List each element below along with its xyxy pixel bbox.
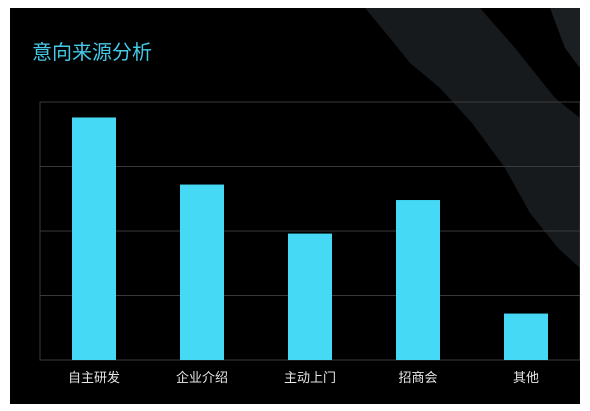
x-tick-label: 企业介绍	[176, 370, 228, 386]
bars	[72, 117, 548, 360]
bar[interactable]	[72, 117, 116, 360]
bar[interactable]	[396, 200, 440, 360]
map-background	[365, 8, 580, 268]
bar[interactable]	[180, 184, 224, 360]
chart-panel: 意向来源分析 自主研发 企业介绍 主动上门 招商会 其他	[10, 8, 580, 404]
bar[interactable]	[288, 233, 332, 360]
bar-chart: 自主研发 企业介绍 主动上门 招商会 其他	[39, 101, 580, 386]
x-tick-label: 其他	[513, 371, 539, 386]
chart-title: 意向来源分析	[32, 40, 152, 64]
x-tick-label: 自主研发	[68, 370, 120, 386]
x-tick-label: 招商会	[398, 371, 437, 386]
x-tick-label: 主动上门	[284, 371, 336, 386]
x-axis-labels: 自主研发 企业介绍 主动上门 招商会 其他	[68, 370, 539, 386]
bar[interactable]	[504, 313, 548, 360]
